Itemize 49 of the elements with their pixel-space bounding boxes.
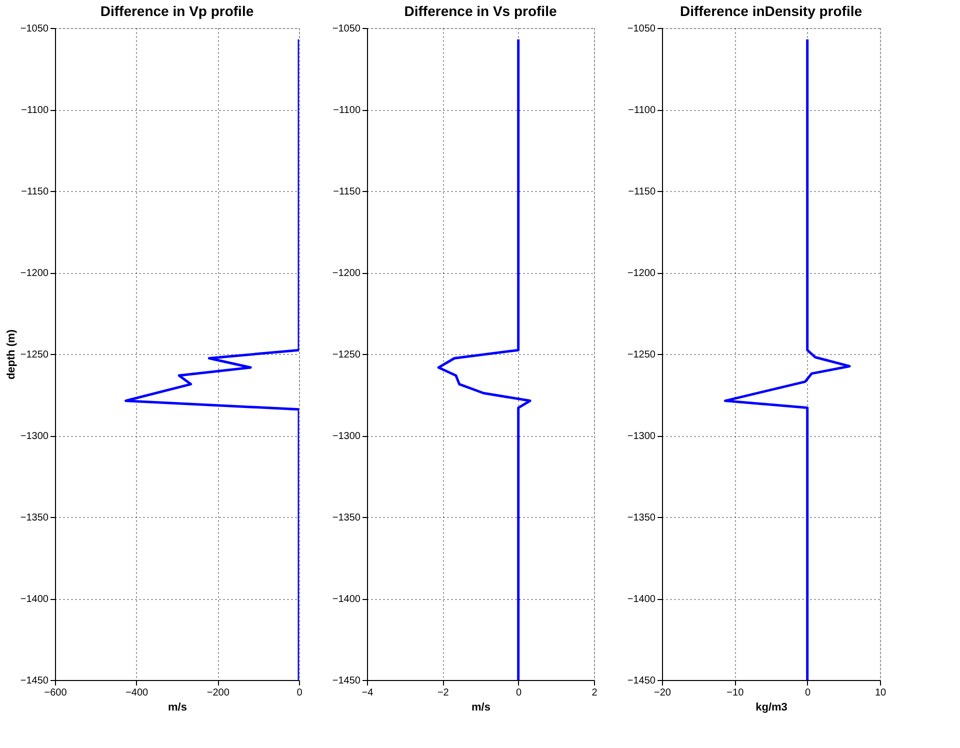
y-axis-title: depth (m)	[5, 329, 18, 380]
y-tick-label: −1400	[20, 594, 49, 605]
y-tick-label: −1350	[627, 512, 656, 524]
y-tick-label: −1200	[20, 268, 49, 279]
x-tick-label: 0	[516, 688, 522, 698]
y-tick-label: −1400	[332, 594, 361, 605]
y-tick-label: −1100	[333, 105, 361, 116]
y-tick-label: −1350	[332, 512, 361, 524]
y-tick-label: −1300	[332, 431, 361, 442]
y-tick-label: −1350	[20, 512, 49, 524]
y-tick-label: −1250	[627, 350, 656, 360]
chart-title: Difference inDensity profile	[680, 3, 862, 19]
y-tick-label: −1400	[627, 594, 656, 605]
y-tick-label: −1450	[627, 676, 656, 686]
chart-title: Difference in Vs profile	[404, 3, 557, 19]
x-tick-label: 0	[805, 688, 812, 698]
y-tick-label: −1200	[332, 268, 361, 279]
y-tick-label: −1450	[332, 676, 361, 686]
y-tick-label: −1150	[333, 186, 361, 198]
y-tick-label: −1250	[332, 350, 361, 360]
x-tick-label: 0	[296, 688, 303, 698]
y-tick-label: −1150	[628, 186, 656, 198]
x-axis-title: m/s	[472, 702, 490, 714]
x-tick-label: −600	[44, 688, 68, 698]
x-tick-label: −20	[654, 688, 672, 698]
chart-title: Difference in Vp profile	[100, 3, 254, 19]
x-tick-label: −2	[437, 688, 450, 698]
line-series	[724, 38, 851, 680]
x-axis-title: kg/m3	[756, 702, 788, 714]
x-tick-label: −200	[206, 688, 230, 698]
y-tick-label: −1300	[20, 431, 49, 442]
y-tick-label: −1150	[21, 186, 49, 198]
line-series	[437, 38, 532, 680]
x-tick-label: 10	[874, 688, 886, 698]
y-tick-label: −1450	[20, 676, 49, 686]
y-tick-label: −1200	[627, 268, 656, 279]
y-tick-label: −1300	[627, 431, 656, 442]
x-axis-title: m/s	[168, 702, 187, 714]
x-tick-label: −10	[726, 688, 744, 698]
x-tick-label: −400	[126, 688, 149, 698]
line-series	[124, 38, 299, 680]
y-tick-label: −1100	[21, 105, 49, 116]
y-tick-label: −1050	[20, 24, 49, 34]
x-tick-label: 2	[592, 688, 598, 698]
y-tick-label: −1050	[627, 24, 656, 34]
y-tick-label: −1250	[20, 350, 49, 360]
x-tick-label: −4	[362, 688, 374, 698]
y-tick-label: −1050	[332, 24, 361, 34]
y-tick-label: −1100	[628, 105, 656, 116]
